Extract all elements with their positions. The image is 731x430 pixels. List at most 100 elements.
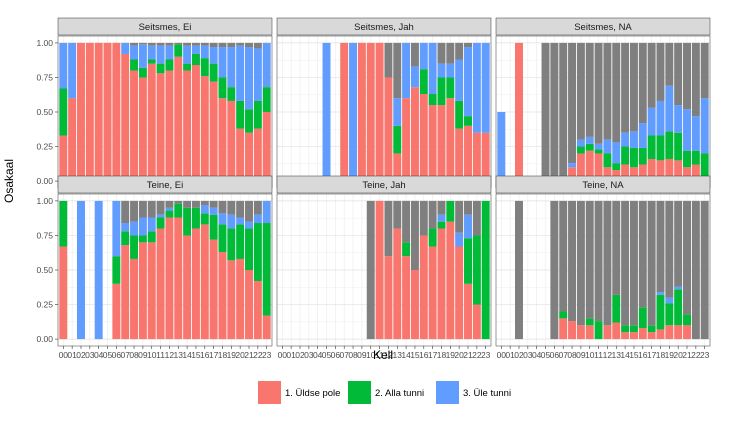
x-tick-label: 03 xyxy=(85,350,95,360)
bar-segment xyxy=(647,332,656,340)
facet-panel: Seitsmes, Jah xyxy=(276,17,492,189)
bar-segment xyxy=(253,223,262,282)
bar-segment xyxy=(59,200,68,247)
x-tick-label: 07 xyxy=(558,350,568,360)
bar-segment xyxy=(165,207,174,211)
bar-segment xyxy=(585,150,594,182)
bar-segment xyxy=(209,81,218,182)
bar-segment xyxy=(612,142,621,164)
bar-segment xyxy=(683,42,691,110)
bar-segment xyxy=(245,42,253,48)
legend-item: 2. Alla tunni xyxy=(348,381,424,404)
bar-segment xyxy=(245,228,253,270)
bar-segment xyxy=(683,314,691,326)
panels-layer: Seitsmes, Ei0.000.250.500.751.00Seitsmes… xyxy=(36,17,711,347)
bar-segment xyxy=(621,146,630,165)
bar-segment xyxy=(559,311,568,319)
bar-segment xyxy=(245,109,253,133)
bar-segment xyxy=(603,325,612,340)
bar-segment xyxy=(218,252,227,340)
bar-segment xyxy=(138,235,147,243)
bar-segment xyxy=(227,42,236,48)
bar-segment xyxy=(515,42,523,182)
bar-segment xyxy=(322,42,331,182)
bar-segment xyxy=(576,139,585,147)
bar-segment xyxy=(253,214,262,224)
x-tick-label: 13 xyxy=(393,350,403,360)
bar-segment xyxy=(638,200,647,308)
x-tick-label: 20 xyxy=(454,350,464,360)
bar-segment xyxy=(674,105,683,133)
facet-strip xyxy=(276,17,492,36)
x-tick-labels: 00 01 02 03 04 05 06 07 08 09 10 11 12 13 14 15 16 17 18 19… xyxy=(59,346,710,360)
x-tick-label: 12 xyxy=(603,350,613,360)
bar-segment xyxy=(191,53,200,66)
bar-segment xyxy=(200,42,209,46)
legend-label: 3. Üle tunni xyxy=(463,388,511,399)
x-tick-label: 14 xyxy=(182,350,192,360)
bar-segment xyxy=(94,42,103,182)
bar-segment xyxy=(481,132,490,182)
bar-segment xyxy=(402,42,411,99)
bar-segment xyxy=(576,146,585,154)
bar-segment xyxy=(227,100,236,182)
bar-segment xyxy=(629,325,638,333)
legend-label: 1. Üldse pole xyxy=(285,388,340,399)
bar-segment xyxy=(472,235,481,305)
bar-segment xyxy=(559,42,568,182)
bar-segment xyxy=(209,214,218,240)
bar-segment xyxy=(349,42,358,182)
bar-segment xyxy=(130,221,139,236)
bar-segment xyxy=(455,59,464,101)
x-tick-label: 23 xyxy=(262,350,272,360)
bar-segment xyxy=(576,325,585,340)
bar-segment xyxy=(674,325,683,340)
bar-segment xyxy=(402,98,411,182)
bar-segment xyxy=(568,163,577,168)
bar-segment xyxy=(638,42,647,124)
legend-item: 1. Üldse pole xyxy=(258,381,340,404)
x-tick-label: 02 xyxy=(514,350,524,360)
bar-segment xyxy=(665,200,674,298)
bar-segment xyxy=(262,223,271,316)
bar-segment xyxy=(59,246,68,340)
x-tick-label: 04 xyxy=(532,350,542,360)
bar-segment xyxy=(550,42,559,182)
legend-item: 3. Üle tunni xyxy=(436,381,511,404)
bar-segment xyxy=(612,322,621,340)
bar-segment xyxy=(665,303,674,326)
bar-segment xyxy=(68,42,77,99)
bar-segment xyxy=(165,217,174,340)
bar-segment xyxy=(568,200,577,322)
x-tick-label: 06 xyxy=(112,350,122,360)
x-tick-label: 17 xyxy=(428,350,438,360)
x-tick-label: 16 xyxy=(419,350,429,360)
x-tick-label: 15 xyxy=(410,350,420,360)
x-tick-label: 22 xyxy=(691,350,701,360)
x-tick-label: 06 xyxy=(550,350,560,360)
x-tick-label: 05 xyxy=(322,350,332,360)
bar-segment xyxy=(656,329,665,340)
bar-segment xyxy=(691,42,700,117)
bar-segment xyxy=(200,200,209,206)
bar-segment xyxy=(130,45,139,60)
x-tick-label: 07 xyxy=(339,350,349,360)
bar-segment xyxy=(130,235,139,259)
bar-segment xyxy=(85,42,94,182)
bar-segment xyxy=(656,294,665,330)
bar-segment xyxy=(629,147,638,168)
bar-segment xyxy=(200,205,209,214)
y-axis-title: Osakaal xyxy=(2,159,16,203)
bar-segment xyxy=(262,112,271,182)
bar-segment xyxy=(621,332,630,340)
bar-segment xyxy=(472,304,481,340)
bar-segment xyxy=(94,200,103,340)
bar-segment xyxy=(446,200,455,222)
bar-segment xyxy=(218,213,227,225)
bar-segment xyxy=(218,200,227,214)
bar-segment xyxy=(515,200,523,340)
bar-segment xyxy=(594,200,603,322)
bar-segment xyxy=(218,77,227,99)
bar-segment xyxy=(647,42,656,108)
bar-segment xyxy=(428,42,437,95)
